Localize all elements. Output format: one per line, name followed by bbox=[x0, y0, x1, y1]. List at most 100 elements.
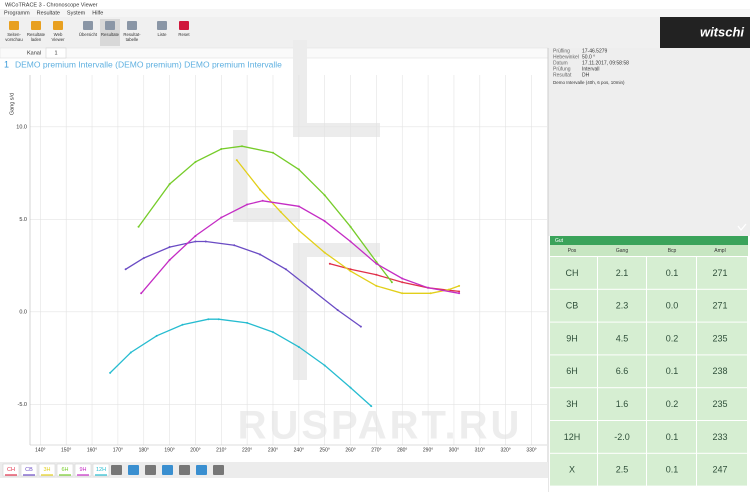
table-cell bbox=[647, 388, 696, 420]
tool-icon[interactable] bbox=[162, 465, 173, 475]
x-tick-label: 300° bbox=[449, 447, 459, 453]
data-point bbox=[129, 351, 132, 354]
table-cell bbox=[647, 421, 696, 453]
brand-bar bbox=[660, 17, 750, 48]
data-point bbox=[297, 345, 300, 348]
tab[interactable]: 1 bbox=[54, 50, 57, 56]
legend-button[interactable] bbox=[56, 463, 74, 477]
data-point bbox=[259, 253, 262, 256]
window-title: WiCoTRACE 3 - Chronoscope Viewer bbox=[5, 2, 98, 8]
legend-button[interactable] bbox=[74, 463, 92, 477]
table-cell bbox=[647, 322, 696, 355]
chart-title: DEMO premium Intervalle (DEMO premium) D… bbox=[15, 59, 282, 69]
x-tick-label: 250° bbox=[320, 447, 330, 453]
menu-item[interactable]: Hilfe bbox=[92, 10, 103, 16]
menu-item[interactable]: Resultate bbox=[37, 10, 60, 16]
table-cell-text: 0.1 bbox=[666, 366, 679, 376]
status-area bbox=[0, 478, 548, 492]
info-value: Intervall bbox=[582, 66, 600, 72]
table-cell-text: 238 bbox=[712, 366, 727, 376]
data-point bbox=[401, 292, 404, 295]
tool-icon[interactable] bbox=[111, 465, 122, 475]
table-cell bbox=[697, 322, 747, 355]
data-point bbox=[137, 225, 140, 228]
tool-icon[interactable] bbox=[145, 465, 156, 475]
table-cell-text: 3H bbox=[566, 399, 578, 409]
toolbar-label: Viewer bbox=[51, 37, 65, 42]
x-tick-label: 160° bbox=[87, 447, 97, 453]
toolbar-label: Resultat- bbox=[123, 32, 141, 37]
x-tick-label: 330° bbox=[526, 447, 536, 453]
tab-bar bbox=[0, 47, 549, 59]
data-point bbox=[447, 288, 450, 291]
table-cell bbox=[697, 257, 747, 289]
data-point bbox=[233, 244, 236, 247]
menu-bar bbox=[0, 9, 750, 17]
table-cell-text: 0.2 bbox=[666, 333, 679, 343]
data-point bbox=[297, 168, 300, 171]
y-axis-label: Gang s/d bbox=[9, 93, 15, 115]
legend-button[interactable] bbox=[38, 463, 56, 477]
legend-button[interactable] bbox=[20, 463, 38, 477]
x-tick-label: 280° bbox=[397, 447, 407, 453]
table-cell-text: 6.6 bbox=[616, 366, 629, 376]
x-tick-label: 270° bbox=[371, 447, 381, 453]
data-point bbox=[140, 292, 143, 295]
table-cell bbox=[647, 289, 696, 322]
table-header-cell: Bcp bbox=[668, 248, 677, 254]
data-point bbox=[297, 205, 300, 208]
info-label: Datum bbox=[553, 60, 568, 66]
toolbar-icon bbox=[105, 21, 115, 30]
table-cell bbox=[598, 322, 646, 355]
legend-button[interactable] bbox=[2, 463, 20, 477]
table-cell-text: CH bbox=[566, 268, 579, 278]
tool-icon[interactable] bbox=[196, 465, 207, 475]
info-value: DH bbox=[582, 72, 590, 78]
x-tick-label: 240° bbox=[294, 447, 304, 453]
x-tick-label: 290° bbox=[423, 447, 433, 453]
table-cell bbox=[550, 289, 597, 322]
background-logo bbox=[233, 40, 380, 380]
toolbar-label: Resultate bbox=[101, 32, 120, 37]
x-tick-label: 230° bbox=[268, 447, 278, 453]
tab-active[interactable] bbox=[45, 47, 67, 59]
legend-button[interactable] bbox=[92, 463, 110, 477]
data-point bbox=[259, 188, 262, 191]
table-cell-text: 271 bbox=[712, 268, 727, 278]
tool-icon[interactable] bbox=[128, 465, 139, 475]
data-point bbox=[349, 270, 352, 273]
legend-label: CB bbox=[25, 467, 33, 473]
table-cell bbox=[550, 322, 597, 355]
data-point bbox=[458, 292, 461, 295]
status-label: Gut bbox=[555, 238, 564, 244]
menu-item[interactable]: Programm bbox=[4, 10, 30, 16]
table-cell-text: 6H bbox=[566, 366, 578, 376]
toolbar-label: vorschau bbox=[5, 37, 23, 42]
y-tick-label: -5.0 bbox=[18, 402, 27, 408]
data-point bbox=[109, 371, 112, 374]
table-cell-text: 0.2 bbox=[666, 399, 679, 409]
tool-icon[interactable] bbox=[213, 465, 224, 475]
table-cell bbox=[598, 257, 646, 289]
data-point bbox=[323, 364, 326, 367]
toolbar-icon bbox=[127, 21, 137, 30]
data-point bbox=[427, 286, 430, 289]
data-point bbox=[336, 308, 339, 311]
data-point bbox=[271, 151, 274, 154]
x-tick-label: 140° bbox=[35, 447, 45, 453]
data-point bbox=[142, 257, 145, 260]
tool-icon[interactable] bbox=[179, 465, 190, 475]
x-tick-label: 170° bbox=[113, 447, 123, 453]
chart: 1 DEMO premium Intervalle (DEMO premium) … bbox=[4, 59, 547, 453]
data-point bbox=[390, 281, 393, 284]
data-point bbox=[168, 246, 171, 249]
tab[interactable]: Kanal bbox=[27, 50, 41, 56]
table-header-cell: Gang bbox=[616, 248, 628, 254]
data-point bbox=[349, 386, 352, 389]
x-tick-label: 190° bbox=[164, 447, 174, 453]
table-cell bbox=[697, 388, 747, 420]
menu-item[interactable]: System bbox=[67, 10, 86, 16]
table-cell-text: 4.5 bbox=[616, 333, 629, 343]
toolbar-icon bbox=[157, 21, 167, 30]
table-cell-text: 235 bbox=[712, 333, 727, 343]
